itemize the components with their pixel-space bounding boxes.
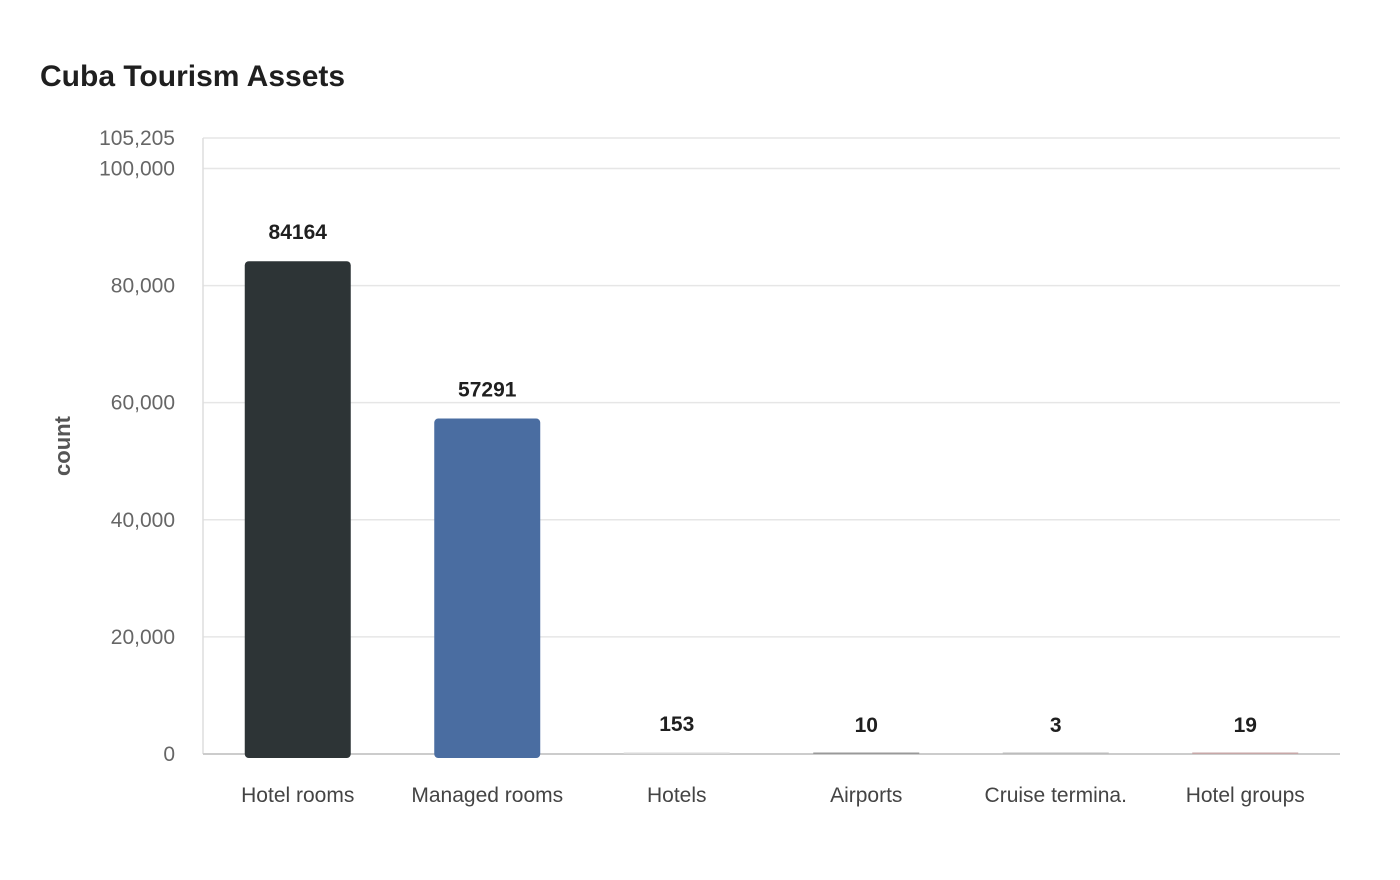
- y-axis-title: count: [50, 415, 75, 476]
- x-tick-label: Hotels: [647, 784, 707, 807]
- value-label: 3: [1050, 714, 1062, 737]
- grid-lines: [203, 137, 1340, 638]
- value-labels: 84164 57291 153 10 3 19: [269, 221, 1257, 737]
- bar: [1002, 752, 1109, 754]
- bar: [244, 261, 351, 758]
- chart-title: Cuba Tourism Assets: [40, 60, 346, 93]
- bars: [244, 261, 1299, 758]
- y-tick-label: 105,205: [99, 127, 175, 150]
- y-tick-label: 0: [163, 743, 175, 766]
- x-tick-label: Hotel groups: [1186, 784, 1305, 807]
- bar: [623, 752, 730, 754]
- y-tick-labels: 0 20,000 40,000 60,000 80,000 100,000 105,205: [99, 127, 175, 766]
- y-tick-label: 40,000: [111, 509, 175, 532]
- x-tick-label: Cruise termina.: [985, 784, 1127, 807]
- y-tick-label: 80,000: [111, 275, 175, 298]
- value-label: 57291: [458, 379, 517, 402]
- x-tick-label: Hotel rooms: [241, 784, 354, 807]
- bar: [434, 418, 541, 758]
- y-tick-label: 100,000: [99, 157, 175, 180]
- value-label: 84164: [269, 221, 328, 244]
- x-tick-label: Managed rooms: [411, 784, 563, 807]
- x-tick-label: Airports: [830, 784, 902, 807]
- y-tick-label: 20,000: [111, 626, 175, 649]
- value-label: 10: [855, 714, 878, 737]
- bar: [813, 752, 920, 754]
- axes: [202, 138, 1340, 755]
- bar: [1192, 752, 1299, 754]
- x-tick-labels: Hotel rooms Managed rooms Hotels Airports Cr…: [241, 784, 1305, 807]
- value-label: 19: [1234, 714, 1257, 737]
- y-tick-label: 60,000: [111, 392, 175, 415]
- value-label: 153: [659, 713, 694, 736]
